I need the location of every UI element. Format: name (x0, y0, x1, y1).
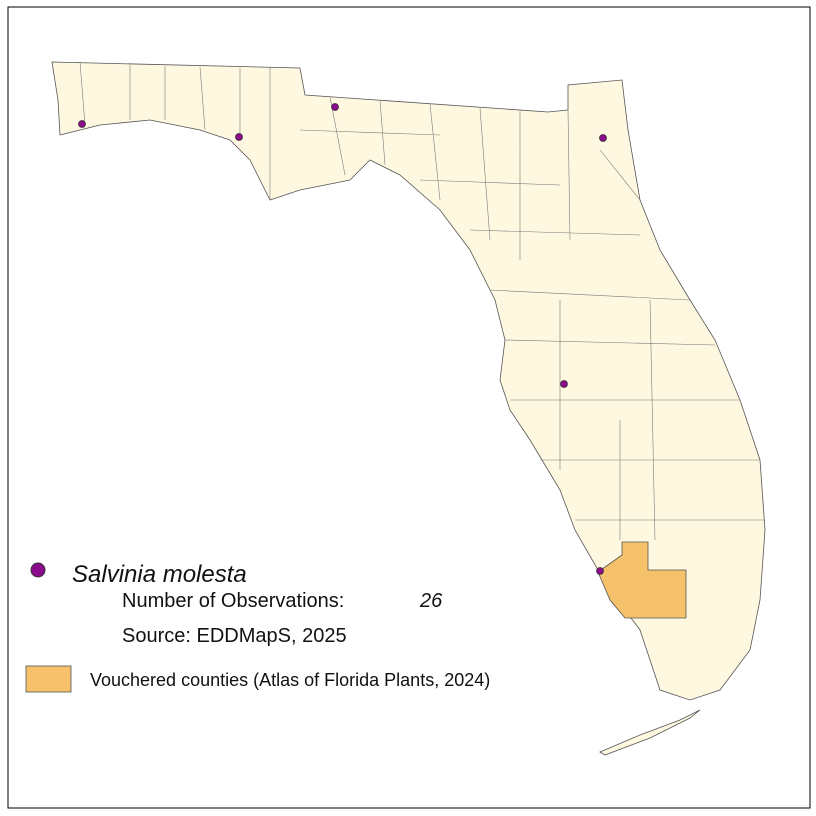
vouchered-county (597, 541, 687, 619)
observation-point (560, 380, 568, 388)
legend-dot (30, 562, 46, 578)
observation-point (78, 120, 86, 128)
observations (78, 103, 607, 575)
vouchered-label: Vouchered counties (Atlas of Florida Pla… (90, 670, 490, 690)
florida-keys (599, 709, 701, 756)
source: Source: EDDMapS, 2025 (122, 625, 347, 647)
observation-point (331, 103, 339, 111)
legend-swatch (25, 665, 72, 693)
observation-point (599, 134, 607, 142)
observation-point (235, 133, 243, 141)
county-lines (79, 61, 765, 541)
observations-count: 26 (419, 590, 443, 612)
species-name: Salvinia molesta (72, 561, 247, 588)
observations-label: Number of Observations: (122, 590, 344, 612)
observation-point (596, 567, 604, 575)
